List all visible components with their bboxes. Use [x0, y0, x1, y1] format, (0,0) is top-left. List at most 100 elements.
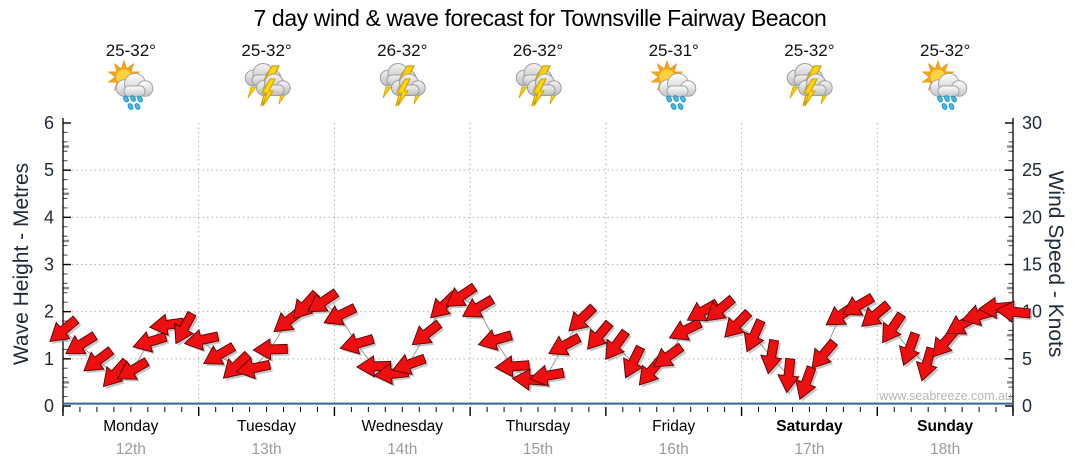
wind-arrow	[915, 346, 938, 382]
wind-arrow	[686, 298, 720, 322]
svg-text:25: 25	[1022, 160, 1042, 180]
day-name-label: Saturday	[776, 418, 843, 435]
wind-arrow	[339, 332, 375, 355]
wind-arrow	[183, 328, 220, 351]
wind-arrow	[235, 357, 272, 380]
wind-arrow	[777, 357, 800, 394]
wind-arrow	[811, 338, 839, 369]
wind-arrow	[861, 300, 892, 327]
svg-text:2: 2	[44, 302, 54, 322]
lightning-bolt-front-icon	[260, 78, 276, 107]
wind-arrow	[898, 331, 921, 367]
wind-arrow	[995, 300, 1031, 323]
cloud-icon	[658, 73, 697, 97]
rain-drops-icon	[122, 95, 143, 110]
wind-arrow	[623, 344, 646, 379]
wind-arrow	[83, 346, 115, 372]
wind-arrow	[494, 355, 530, 378]
wind-arrow	[445, 282, 478, 307]
lightning-bolt-front-icon	[532, 78, 547, 107]
page-title: 7 day wind & wave forecast for Townsvill…	[253, 5, 827, 31]
rain-drops-icon	[937, 95, 958, 110]
wind-arrow	[977, 296, 1014, 320]
wind-arrow	[323, 303, 358, 326]
wind-arrow	[795, 365, 817, 401]
wind-arrow	[132, 330, 168, 353]
day-date-label: 12th	[115, 441, 146, 458]
wind-arrow	[724, 308, 753, 338]
wind-arrow	[587, 319, 614, 350]
svg-text:1: 1	[44, 349, 54, 369]
wind-speed-axis-label: Wind Speed - Knots	[1044, 170, 1067, 358]
svg-text:6: 6	[44, 113, 54, 133]
wind-arrow	[653, 342, 685, 368]
day-date-label: 13th	[251, 441, 282, 458]
svg-text:0: 0	[44, 396, 54, 416]
wind-arrow	[252, 338, 288, 361]
sun-shower-weather-icon	[103, 59, 159, 112]
lightning-bolt-front-icon	[396, 78, 412, 107]
day-date-label: 14th	[387, 441, 418, 458]
day-name-label: Tuesday	[237, 418, 296, 435]
day-name-label: Thursday	[505, 418, 571, 435]
wind-arrow	[743, 318, 766, 353]
wind-arrow	[842, 292, 876, 316]
wind-arrow	[548, 333, 582, 356]
wind-arrow	[760, 338, 783, 375]
wave-height-axis-label: Wave Height - Metres	[10, 162, 33, 366]
wind-arrow	[65, 331, 98, 355]
wave-height-tick-labels: 0 1 2 3 4 5 6	[44, 113, 54, 416]
lightning-flash-icon	[518, 86, 558, 105]
svg-text:5: 5	[44, 160, 54, 180]
day-name-label: Wednesday	[361, 418, 444, 435]
svg-text:4: 4	[44, 207, 54, 227]
temperature-range: 25-32°	[784, 41, 835, 60]
x-axis-ticks	[62, 407, 1014, 416]
svg-text:3: 3	[44, 255, 54, 275]
temperature-range: 26-32°	[377, 41, 428, 60]
day-date-label: 16th	[658, 441, 689, 458]
horizontal-grid-lines	[63, 169, 1013, 360]
svg-text:0: 0	[1022, 396, 1032, 416]
sun-shower-weather-icon	[646, 59, 702, 112]
svg-text:15: 15	[1022, 255, 1042, 275]
wind-arrow	[705, 294, 736, 322]
wind-arrow	[203, 342, 237, 365]
wind-arrow	[307, 288, 340, 313]
day-name-label: Monday	[103, 418, 159, 435]
watermark: www.seabreeze.com.au	[879, 389, 1012, 403]
temperature-range: 25-32°	[105, 41, 156, 60]
day-name-label: Friday	[652, 418, 696, 435]
wind-arrow	[391, 353, 427, 375]
day-date-label: 17th	[794, 441, 825, 458]
temperature-range: 25-31°	[648, 41, 699, 60]
storm-weather-icon	[510, 60, 566, 112]
svg-text:5: 5	[1022, 349, 1032, 369]
wind-arrow	[411, 319, 443, 346]
wind-arrow	[174, 310, 197, 345]
svg-text:30: 30	[1022, 113, 1042, 133]
day-date-label: 15th	[522, 441, 554, 458]
lightning-bolt-front-icon	[803, 78, 819, 107]
cloud-icon	[929, 73, 968, 97]
wind-arrow	[605, 328, 630, 361]
wind-arrow	[148, 313, 185, 337]
wind-speed-tick-labels: 051015202530	[1022, 113, 1042, 416]
wind-arrow	[477, 329, 513, 351]
wind-arrow	[529, 364, 565, 387]
wind-arrow	[568, 303, 598, 332]
storm-weather-icon	[239, 60, 295, 112]
wind-arrow	[462, 294, 496, 318]
rain-drops-icon	[665, 95, 686, 110]
temperature-range: 26-32°	[512, 41, 564, 60]
sun-shower-weather-icon	[917, 59, 973, 112]
wind-arrow	[356, 355, 392, 378]
temperature-range: 25-32°	[241, 41, 292, 60]
day-date-label: 18th	[930, 441, 961, 458]
cloud-icon	[115, 73, 154, 97]
wind-arrow	[49, 315, 80, 342]
wind-arrow	[116, 357, 150, 380]
svg-text:20: 20	[1022, 207, 1042, 227]
